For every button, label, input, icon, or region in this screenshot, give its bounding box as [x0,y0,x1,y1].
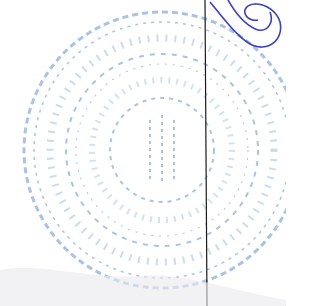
paper [0,0,286,306]
page: {} [0,0,286,306]
scanned-stamp-image [0,0,286,306]
